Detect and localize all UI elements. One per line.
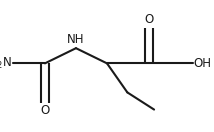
Text: O: O	[40, 104, 50, 117]
Text: NH: NH	[67, 33, 85, 46]
Text: OH: OH	[194, 57, 212, 70]
Text: H$_2$N: H$_2$N	[0, 56, 12, 71]
Text: O: O	[144, 13, 153, 26]
